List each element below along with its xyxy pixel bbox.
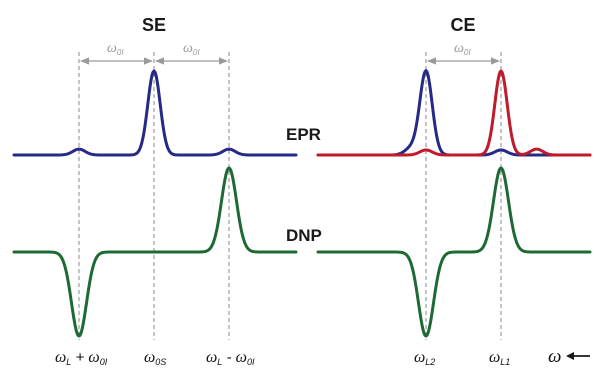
se-dnp-series [12,166,298,338]
axis-label-se-mid: ω0S [144,349,166,367]
guide-lines [78,52,502,340]
omega-direction-arrow [566,352,590,360]
ce-dnp-series [316,166,592,338]
row-label-epr: EPR [286,125,321,144]
title-se: SE [142,15,166,35]
axis-label-se-left: ωL + ω0I [55,349,108,367]
row-label-dnp: DNP [286,226,322,245]
spacing-label-se-left: ω0I [107,41,124,57]
ce-epr-blue-series [316,69,592,157]
axis-label-se-right: ωL - ω0I [206,349,255,367]
title-ce: CE [450,15,475,35]
se-epr-series [12,69,298,157]
spacing-label-se-right: ω0I [183,41,200,57]
ce-epr-red-series [316,69,592,157]
spectra [12,69,592,338]
axis-label-ce-right: ωL1 [489,349,510,367]
axis-label-ce-left: ωL2 [414,349,435,367]
spacing-label-ce: ω0I [454,41,471,57]
axis-label-omega: ω [548,346,561,367]
